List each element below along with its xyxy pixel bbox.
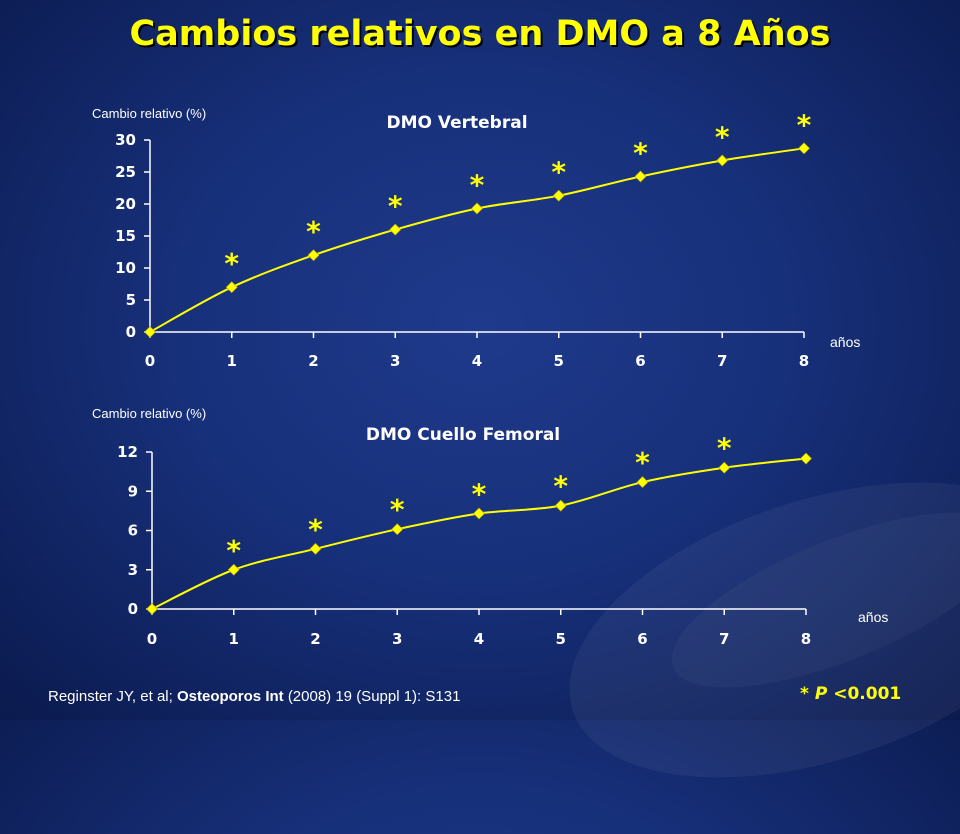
data-point [554,499,567,512]
significance-marker: * [226,534,241,567]
significance-star: * [800,684,809,704]
x-tick-label: 3 [392,630,402,648]
x-tick-label: 4 [472,352,482,370]
x-tick-label: 8 [801,630,811,648]
reference-citation: Reginster JY, et al; Osteoporos Int (200… [48,688,460,705]
significance-marker: * [553,470,568,503]
significance-marker: * [472,477,487,510]
y-axis-label: Cambio relativo (%) [92,406,206,421]
y-tick-label: 3 [128,561,138,579]
significance-marker: * [551,156,566,189]
significance-marker: * [633,136,648,169]
y-tick-label: 30 [115,131,136,149]
data-point [227,563,240,576]
x-axis-unit-label: años [830,334,860,350]
x-tick-label: 6 [637,630,647,648]
chart-vertebral: Cambio relativo (%) DMO Vertebral05101520… [92,106,860,370]
x-tick-label: 8 [799,352,809,370]
reference-author: Reginster JY, et al; [48,688,173,705]
y-tick-label: 5 [126,291,136,309]
x-tick-label: 5 [556,630,566,648]
data-point [391,523,404,536]
significance-marker: * [388,190,403,223]
slide-title: Cambios relativos en DMO a 8 Años [129,14,831,54]
data-point [471,202,483,215]
y-tick-label: 6 [128,522,138,540]
y-tick-label: 20 [115,195,136,213]
x-tick-label: 5 [554,352,564,370]
y-tick-label: 25 [115,163,136,181]
y-tick-label: 0 [126,323,136,341]
x-axis-unit-label: años [858,609,888,625]
x-tick-label: 0 [147,630,157,648]
y-tick-label: 0 [128,600,138,618]
chart-title: DMO Vertebral [386,113,527,133]
data-point [798,142,810,155]
x-tick-label: 2 [308,352,318,370]
x-tick-label: 1 [227,352,237,370]
x-tick-label: 2 [310,630,320,648]
data-point [800,452,812,465]
data-point [552,189,565,202]
data-point [225,281,238,294]
significance-marker: * [224,247,239,280]
significance-marker: * [797,108,812,141]
x-tick-label: 7 [717,352,727,370]
data-point [146,603,158,615]
reference-details: (2008) 19 (Suppl 1): S131 [287,688,461,705]
y-tick-label: 10 [115,259,136,277]
data-point [718,461,731,474]
data-point [716,154,729,167]
x-tick-label: 4 [474,630,484,648]
significance-marker: * [390,493,405,526]
data-point [307,249,320,262]
significance-threshold: <0.001 [833,684,902,704]
significance-marker: * [715,120,730,153]
x-tick-label: 0 [145,352,155,370]
data-point [634,170,647,183]
significance-p: P [814,684,828,704]
reference-journal: Osteoporos Int [176,688,284,705]
significance-marker: * [717,432,732,465]
significance-marker: * [635,446,650,479]
x-tick-label: 7 [719,630,729,648]
significance-note: * P <0.001 [800,684,901,704]
significance-marker: * [308,513,323,546]
y-tick-label: 12 [117,443,138,461]
significance-marker: * [306,215,321,248]
x-tick-label: 3 [390,352,400,370]
chart-title: DMO Cuello Femoral [366,425,560,445]
data-point [473,507,485,520]
data-point [389,223,402,236]
y-tick-label: 9 [128,482,138,500]
data-point [636,476,649,489]
y-axis-label: Cambio relativo (%) [92,106,206,121]
x-tick-label: 6 [635,352,645,370]
chart-femoral-neck: Cambio relativo (%) DMO Cuello Femoral 0 3 6… [92,406,888,648]
x-tick-label: 1 [229,630,239,648]
significance-marker: * [470,168,485,201]
y-tick-label: 15 [115,227,136,245]
data-point [144,326,156,338]
data-point [309,542,322,555]
